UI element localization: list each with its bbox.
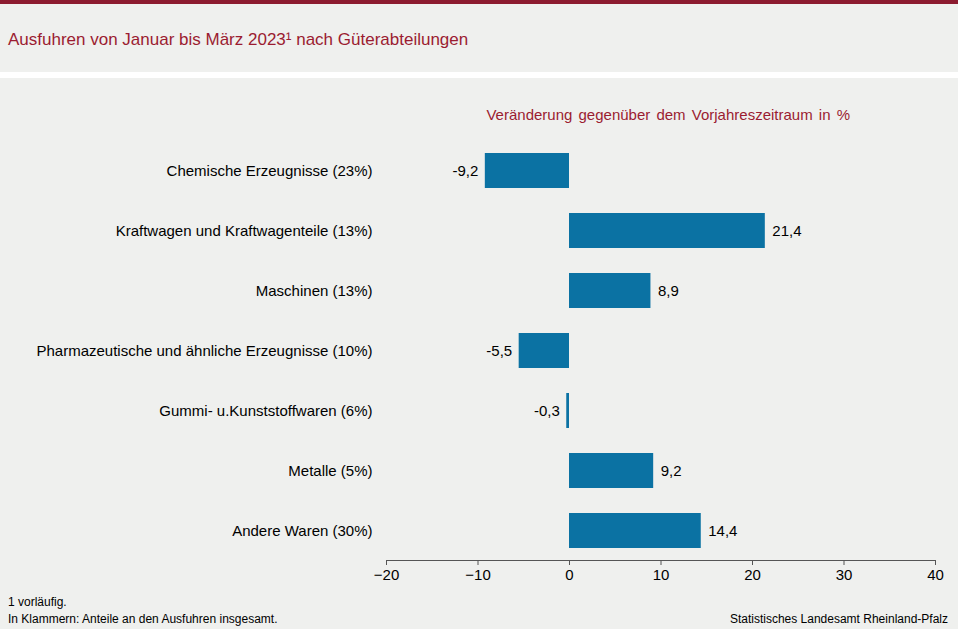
- html-text:1 vorläufig.: 1 vorläufig.: [8, 595, 67, 609]
- html-text:Statistisches Landesamt Rheinl: Statistisches Landesamt Rheinland-Pfalz: [729, 612, 948, 626]
- svg-text:30: 30: [836, 566, 853, 583]
- svg-text:Metalle (5%): Metalle (5%): [288, 462, 372, 479]
- svg-text:40: 40: [927, 566, 944, 583]
- svg-text:14,4: 14,4: [708, 522, 737, 539]
- svg-text:−10: −10: [465, 566, 490, 583]
- svg-text:0: 0: [565, 566, 573, 583]
- svg-text:10: 10: [653, 566, 670, 583]
- svg-text:Pharmazeutische und ähnliche E: Pharmazeutische und ähnliche Erzeugnisse…: [36, 342, 372, 359]
- svg-text:9,2: 9,2: [661, 462, 682, 479]
- svg-text:-5,5: -5,5: [486, 342, 512, 359]
- html-text:Ausfuhren von Januar bis März: Ausfuhren von Januar bis März 2023¹ nach…: [8, 30, 469, 49]
- svg-text:Maschinen (13%): Maschinen (13%): [256, 282, 373, 299]
- svg-text:Gummi- u.Kunststoffwaren (6%): Gummi- u.Kunststoffwaren (6%): [159, 402, 372, 419]
- svg-text:−20: −20: [374, 566, 399, 583]
- svg-text:-9,2: -9,2: [452, 162, 478, 179]
- svg-text:Andere Waren (30%): Andere Waren (30%): [232, 522, 372, 539]
- html-text:In Klammern: Anteile an den Au: In Klammern: Anteile an den Ausfuhren in…: [8, 612, 278, 626]
- svg-text:20: 20: [744, 566, 761, 583]
- html-text:Veränderung gegenüber dem Vorj: Veränderung gegenüber dem Vorjahreszeitr…: [486, 106, 850, 123]
- svg-text:21,4: 21,4: [772, 222, 801, 239]
- svg-text:Chemische Erzeugnisse (23%): Chemische Erzeugnisse (23%): [167, 162, 373, 179]
- svg-text:8,9: 8,9: [658, 282, 679, 299]
- svg-text:Kraftwagen und Kraftwagenteile: Kraftwagen und Kraftwagenteile (13%): [116, 222, 373, 239]
- svg-text:-0,3: -0,3: [534, 402, 560, 419]
